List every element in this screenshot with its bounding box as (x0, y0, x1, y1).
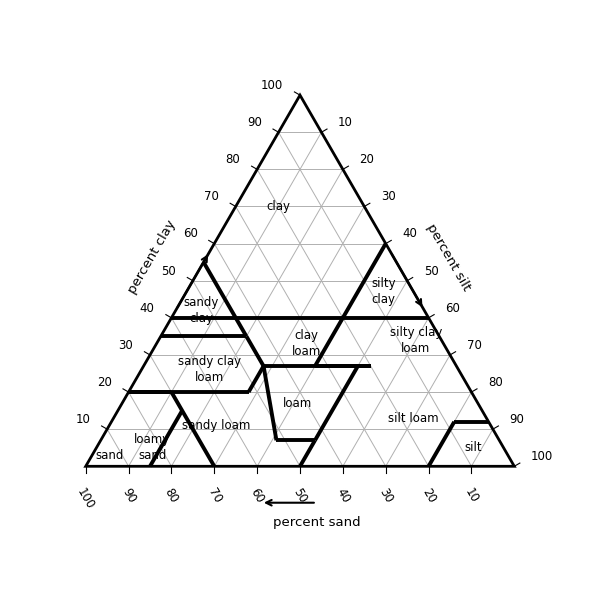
Text: 40: 40 (140, 302, 155, 314)
Text: 10: 10 (338, 116, 353, 129)
Text: 70: 70 (467, 339, 482, 352)
Text: 50: 50 (424, 265, 439, 278)
Text: percent sand: percent sand (274, 515, 361, 529)
Text: 80: 80 (488, 376, 503, 389)
Text: silty
clay: silty clay (371, 277, 396, 307)
Text: 20: 20 (97, 376, 112, 389)
Text: loamy
sand: loamy sand (134, 433, 170, 462)
Text: percent clay: percent clay (126, 218, 178, 296)
Text: 10: 10 (76, 413, 91, 426)
Text: clay: clay (266, 200, 290, 213)
Text: 20: 20 (419, 485, 438, 505)
Text: 20: 20 (359, 153, 374, 166)
Text: 30: 30 (376, 485, 395, 505)
Text: sand: sand (95, 449, 124, 461)
Text: 90: 90 (509, 413, 524, 426)
Text: 70: 70 (204, 190, 219, 203)
Text: 90: 90 (119, 485, 138, 505)
Text: 80: 80 (226, 153, 241, 166)
Text: silty clay
loam: silty clay loam (389, 326, 442, 355)
Text: 40: 40 (403, 227, 417, 241)
Text: 50: 50 (161, 265, 176, 278)
Text: 80: 80 (162, 485, 181, 505)
Text: 60: 60 (248, 485, 266, 505)
Text: silt: silt (465, 441, 482, 454)
Text: clay
loam: clay loam (292, 329, 321, 358)
Text: 90: 90 (247, 116, 262, 129)
Text: 30: 30 (381, 190, 396, 203)
Text: loam: loam (283, 397, 313, 410)
Text: 30: 30 (119, 339, 133, 352)
Text: 60: 60 (183, 227, 197, 241)
Text: sandy clay
loam: sandy clay loam (178, 355, 242, 384)
Text: silt loam: silt loam (388, 412, 439, 425)
Text: 50: 50 (290, 485, 310, 505)
Text: 70: 70 (205, 485, 224, 505)
Text: sandy loam: sandy loam (182, 419, 251, 432)
Text: 100: 100 (531, 450, 553, 463)
Text: 60: 60 (445, 302, 460, 314)
Text: 10: 10 (462, 485, 481, 505)
Text: sandy
clay: sandy clay (184, 296, 219, 325)
Text: 100: 100 (261, 79, 283, 92)
Text: percent silt: percent silt (424, 221, 472, 293)
Text: 100: 100 (74, 485, 97, 511)
Text: 40: 40 (334, 485, 352, 505)
